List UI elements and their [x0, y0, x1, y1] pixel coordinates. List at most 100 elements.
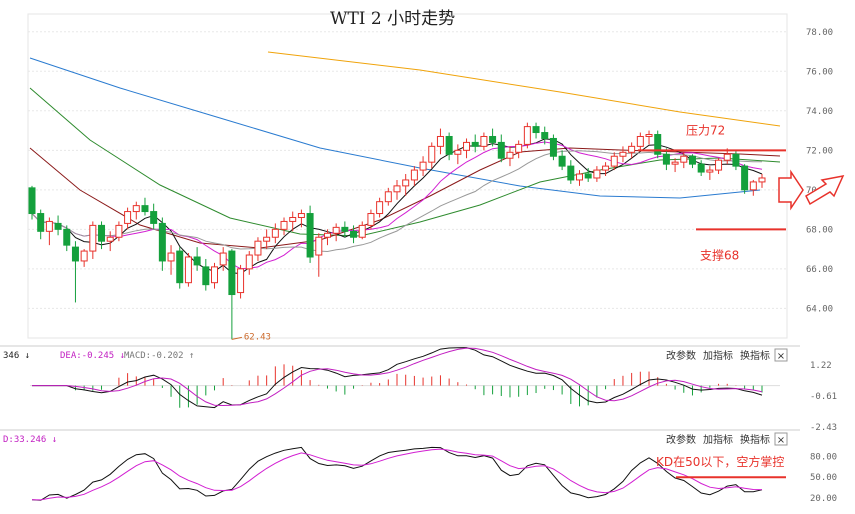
candle-body	[297, 213, 305, 218]
macd-close-button[interactable]	[774, 348, 788, 362]
candle-body	[350, 230, 358, 238]
candle-body	[176, 250, 184, 284]
candle-body	[393, 185, 401, 193]
candle-body	[558, 155, 566, 167]
candle-body	[671, 161, 679, 165]
kd-note-label: KD在50以下，空方掌控	[656, 454, 784, 469]
candle-body	[271, 228, 279, 238]
y-tick-label: 64.00	[806, 304, 833, 314]
macd-value-label: MACD:-0.202 ↑	[124, 351, 194, 361]
candle-body	[132, 205, 140, 213]
ma-green-line	[29, 87, 781, 237]
candle-body	[202, 266, 210, 286]
y-tick-label: 66.00	[806, 265, 833, 275]
candle-body	[758, 177, 766, 183]
candle-body	[376, 201, 384, 215]
candle-body	[715, 159, 723, 171]
candle-body	[619, 151, 627, 157]
up-arrow-icon	[805, 174, 845, 206]
candle-body	[63, 228, 71, 246]
candle-body	[98, 224, 106, 242]
y-tick-label: 78.00	[806, 28, 833, 38]
candle-body	[532, 126, 540, 134]
candle-body	[697, 163, 705, 173]
kd-k-line	[31, 446, 763, 501]
candle-body	[471, 141, 479, 147]
chart-title: WTI 2 小时走势	[330, 9, 456, 29]
candle-body	[37, 213, 45, 232]
ma-blue-line	[29, 57, 761, 199]
candle-body	[28, 187, 36, 215]
macd-add-indicator-button[interactable]: 加指标	[703, 349, 733, 362]
candle-body	[541, 132, 549, 139]
candle-body	[593, 169, 601, 179]
kd-add-indicator-button[interactable]: 加指标	[703, 433, 733, 446]
macd-dif-line	[32, 347, 763, 409]
kd-switch-indicator-button[interactable]: 换指标	[740, 433, 770, 446]
candle-body	[71, 246, 79, 262]
kd-d-label: D:33.246 ↓	[3, 435, 57, 445]
kd-close-button[interactable]	[774, 432, 788, 446]
candle-body	[602, 165, 610, 171]
kd-y-tick: 20.00	[810, 494, 837, 504]
candle-body	[245, 254, 253, 270]
candle-body	[228, 250, 236, 296]
macd-y-tick: -0.61	[810, 392, 837, 402]
candle-body	[463, 141, 471, 151]
candle-body	[610, 155, 618, 167]
candle-body	[124, 211, 132, 224]
candle-body	[332, 226, 340, 234]
candle-body	[680, 155, 688, 163]
candle-body	[280, 220, 288, 230]
y-tick-label: 68.00	[806, 225, 833, 235]
macd-dea-line	[32, 347, 763, 407]
resistance-label: 压力72	[686, 123, 725, 137]
candle-body	[454, 149, 462, 155]
candle-body	[662, 153, 670, 165]
candle-body	[150, 211, 158, 224]
kd-params-button[interactable]: 改参数	[666, 433, 696, 446]
candle-body	[367, 213, 375, 226]
kd-d-line	[31, 448, 763, 501]
candle-body	[628, 145, 636, 153]
candle-body	[645, 134, 653, 137]
candle-body	[497, 141, 505, 159]
candle-body	[115, 224, 123, 238]
ma20-line	[31, 150, 762, 253]
candle-body	[289, 216, 297, 222]
low-marker-line	[231, 336, 242, 340]
candle-body	[688, 155, 696, 165]
macd-y-tick: -2.43	[810, 423, 837, 433]
candle-body	[184, 256, 192, 284]
candle-body	[549, 137, 557, 157]
candle-body	[167, 252, 175, 262]
candle-body	[106, 236, 114, 242]
candle-body	[384, 191, 392, 203]
candle-body	[263, 236, 271, 242]
kd-y-tick: 80.00	[810, 452, 837, 462]
candle-body	[419, 161, 427, 171]
candle-body	[45, 220, 53, 232]
candle-body	[341, 226, 349, 232]
down-arrow-icon	[778, 169, 804, 211]
candle-body	[323, 232, 331, 238]
candle-body	[428, 145, 436, 163]
candle-body	[523, 126, 531, 145]
candle-body	[436, 135, 444, 147]
candle-body	[402, 179, 410, 187]
candle-body	[89, 224, 97, 252]
macd-y-tick: 1.22	[810, 361, 832, 371]
main-panel-frame	[27, 13, 788, 339]
candle-body	[193, 256, 201, 266]
candle-body	[480, 135, 488, 147]
macd-params-button[interactable]: 改参数	[666, 349, 696, 362]
candle-body	[706, 169, 714, 173]
candle-body	[80, 250, 88, 262]
candle-body	[54, 222, 62, 230]
candle-body	[410, 169, 418, 181]
candle-body	[749, 181, 757, 191]
macd-dea-label: DEA:-0.245 ↓	[60, 351, 125, 361]
macd-switch-indicator-button[interactable]: 换指标	[740, 349, 770, 362]
